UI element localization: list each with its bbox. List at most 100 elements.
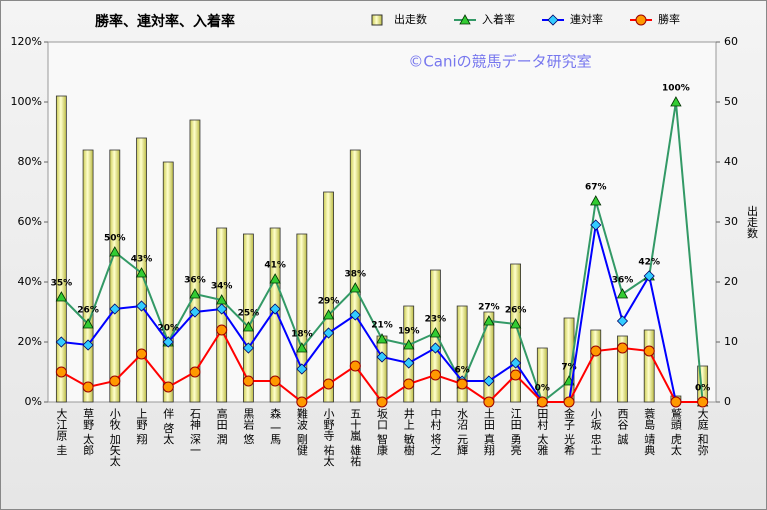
- bar: [403, 305, 415, 403]
- bar: [510, 263, 522, 403]
- marker: [269, 375, 281, 387]
- bar: [483, 311, 495, 403]
- data-label: 26%: [77, 306, 99, 316]
- x-tick-label: 鷲頭 虎太: [669, 407, 682, 456]
- x-tick-label: 草野 太郎: [82, 408, 95, 456]
- marker: [697, 396, 709, 408]
- marker: [376, 333, 388, 344]
- bar: [456, 305, 468, 403]
- bar: [590, 329, 602, 403]
- marker: [189, 306, 201, 318]
- marker: [55, 366, 67, 378]
- data-label: 19%: [398, 327, 420, 337]
- marker: [162, 381, 174, 393]
- marker: [135, 300, 148, 312]
- y-tick-label: 40%: [18, 275, 42, 288]
- x-tick-label: 大庭 和弥: [696, 407, 709, 456]
- data-label: 34%: [211, 282, 233, 292]
- data-label: 42%: [638, 258, 660, 268]
- data-label: 7%: [561, 363, 576, 373]
- data-label: 0%: [535, 384, 550, 394]
- marker: [590, 345, 602, 357]
- data-label: 38%: [345, 270, 367, 280]
- y-tick-label: 0%: [25, 395, 42, 408]
- x-tick-label: 金子 光希: [563, 407, 576, 456]
- marker: [136, 348, 148, 360]
- marker: [510, 357, 522, 369]
- legend-label: 出走数: [394, 12, 427, 26]
- y2-tick-label: 10: [724, 335, 738, 348]
- data-label: 35%: [51, 279, 73, 289]
- marker: [456, 378, 468, 390]
- legend-swatch: [371, 14, 383, 26]
- marker: [296, 342, 308, 353]
- x-tick-label: 森 一馬: [269, 407, 282, 445]
- y-tick-label: 60%: [18, 215, 42, 228]
- x-tick-label: 伴 啓太: [162, 408, 175, 445]
- data-label: 36%: [184, 276, 206, 286]
- bar: [376, 335, 388, 403]
- marker: [109, 303, 121, 315]
- bar: [617, 335, 628, 403]
- marker: [483, 396, 495, 408]
- y-tick-label: 80%: [18, 155, 42, 168]
- marker: [510, 369, 522, 381]
- marker: [82, 339, 94, 351]
- data-label: 26%: [505, 306, 527, 316]
- data-label: 18%: [291, 330, 313, 340]
- marker: [590, 195, 602, 206]
- x-tick-label: 中村 将之: [429, 408, 442, 456]
- data-label: 50%: [104, 234, 126, 244]
- marker: [323, 378, 335, 390]
- marker: [269, 273, 281, 284]
- marker: [135, 267, 148, 278]
- data-label: 100%: [662, 84, 690, 94]
- data-label: 25%: [238, 309, 260, 319]
- x-tick-label: 難波 剛健: [295, 408, 308, 456]
- data-label: 6%: [455, 366, 470, 376]
- marker: [55, 336, 67, 348]
- x-tick-label: 小野寺 祐太: [322, 408, 335, 467]
- marker: [189, 366, 201, 378]
- marker: [563, 396, 575, 408]
- marker: [670, 96, 682, 107]
- y2-tick-label: 30: [724, 215, 738, 228]
- x-tick-label: 小坂 忠士: [589, 408, 602, 456]
- marker: [349, 309, 361, 321]
- legend-marker: [547, 14, 559, 26]
- x-tick-label: 黒岩 悠: [242, 408, 255, 445]
- y-tick-label: 20%: [18, 335, 42, 348]
- y2-tick-label: 20: [724, 275, 738, 288]
- x-tick-label: 江田 勇亮: [509, 408, 522, 456]
- y-tick-label: 100%: [11, 95, 42, 108]
- marker: [162, 336, 174, 348]
- marker: [242, 375, 254, 387]
- marker: [616, 342, 628, 354]
- legend-label: 連対率: [570, 12, 603, 26]
- marker: [296, 363, 308, 375]
- x-tick-label: 井上 敏樹: [402, 407, 415, 456]
- marker: [349, 360, 361, 372]
- marker: [109, 246, 121, 257]
- marker: [216, 324, 228, 336]
- data-label: 27%: [478, 303, 500, 313]
- bar: [162, 161, 174, 403]
- marker: [242, 321, 255, 332]
- marker: [429, 327, 442, 338]
- data-label: 36%: [612, 276, 634, 286]
- marker: [296, 396, 308, 408]
- watermark: ©Caniの競馬データ研究室: [408, 53, 591, 71]
- x-tick-label: 五十嵐 雄祐: [349, 408, 362, 467]
- x-tick-label: 西谷 誠: [616, 408, 629, 445]
- x-tick-label: 水沼 元輝: [456, 408, 469, 456]
- marker: [536, 396, 548, 408]
- x-tick-label: 蓑島 靖典: [643, 408, 656, 456]
- y2-tick-label: 50: [724, 95, 738, 108]
- marker: [82, 318, 94, 329]
- legend-marker: [459, 14, 471, 25]
- data-label: 43%: [131, 255, 153, 265]
- legend-marker: [635, 14, 647, 26]
- y2-tick-label: 0: [724, 395, 731, 408]
- y2-tick-label: 60: [724, 35, 738, 48]
